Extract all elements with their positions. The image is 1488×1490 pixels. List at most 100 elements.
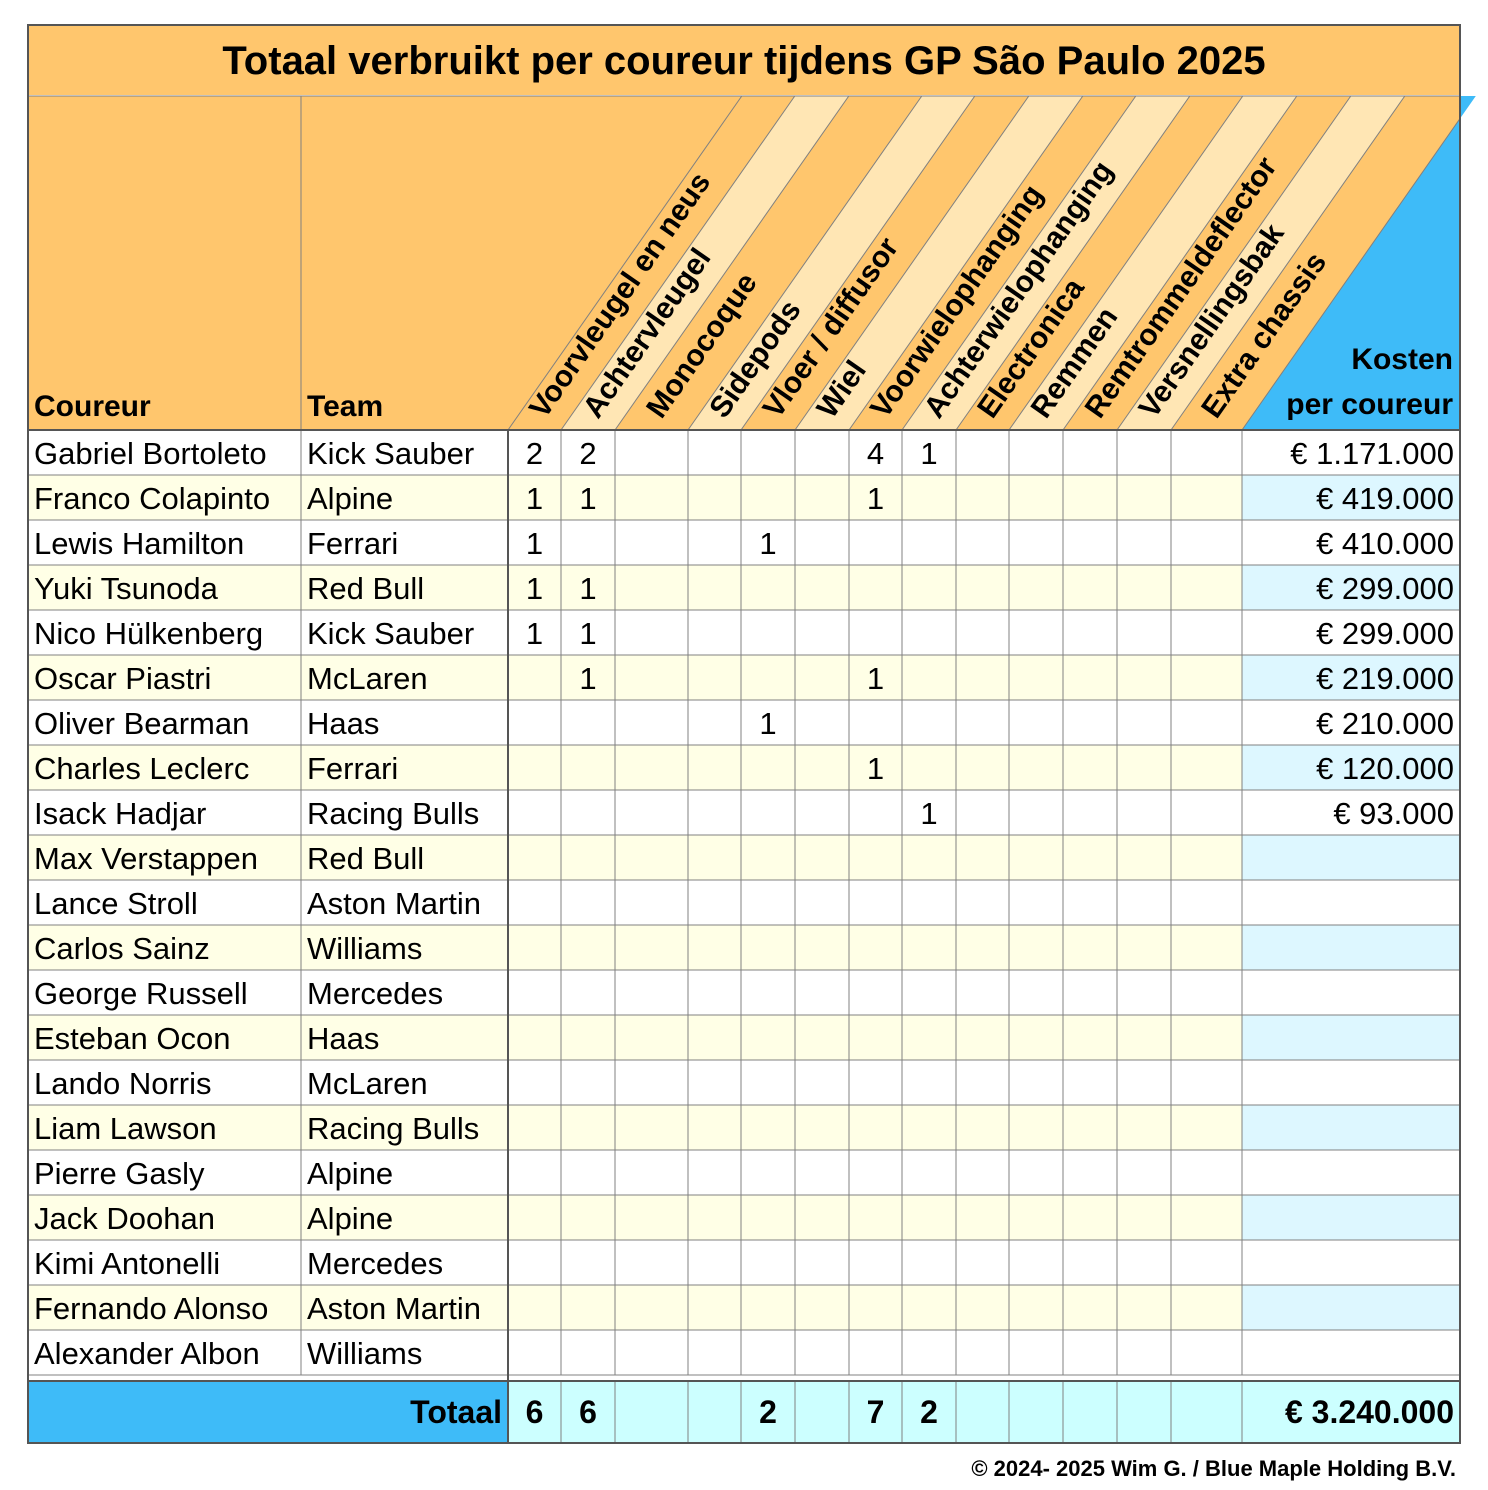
count-cell: 1 bbox=[867, 751, 884, 786]
driver-cell: Lance Stroll bbox=[34, 886, 198, 921]
team-cell: Haas bbox=[307, 1021, 379, 1056]
team-cell: Ferrari bbox=[307, 526, 398, 561]
driver-cell: Fernando Alonso bbox=[34, 1291, 268, 1326]
header-cost-line1: Kosten bbox=[1351, 343, 1453, 376]
count-cell: 2 bbox=[579, 436, 596, 471]
table-row: Lando Norris McLaren bbox=[28, 1060, 1460, 1105]
driver-cell: Gabriel Bortoleto bbox=[34, 436, 267, 471]
table-row: Nico Hülkenberg Kick Sauber 1 1 € 299.000 bbox=[28, 610, 1460, 655]
driver-cell: Pierre Gasly bbox=[34, 1156, 205, 1191]
team-cell: McLaren bbox=[307, 661, 428, 696]
table-row: Yuki Tsunoda Red Bull 1 1 € 299.000 bbox=[28, 565, 1460, 610]
driver-cell: Lewis Hamilton bbox=[34, 526, 244, 561]
header-cost-line2: per coureur bbox=[1286, 388, 1453, 421]
table-row: Franco Colapinto Alpine 1 1 1 € 419.000 bbox=[28, 475, 1460, 520]
driver-cell: Carlos Sainz bbox=[34, 931, 210, 966]
table-row: Fernando Alonso Aston Martin bbox=[28, 1285, 1460, 1330]
driver-cell: Oscar Piastri bbox=[34, 661, 211, 696]
total-count-cell: 2 bbox=[920, 1394, 938, 1430]
count-cell: 1 bbox=[920, 436, 937, 471]
table-row: Max Verstappen Red Bull bbox=[28, 835, 1460, 880]
driver-cell: Isack Hadjar bbox=[34, 796, 206, 831]
total-count-cell: 7 bbox=[867, 1394, 885, 1430]
driver-cell: Liam Lawson bbox=[34, 1111, 217, 1146]
team-cell: Alpine bbox=[307, 1156, 393, 1191]
team-cell: Aston Martin bbox=[307, 1291, 481, 1326]
driver-cell: Franco Colapinto bbox=[34, 481, 270, 516]
driver-cell: Nico Hülkenberg bbox=[34, 616, 263, 651]
count-cell: 1 bbox=[526, 526, 543, 561]
cost-cell: € 210.000 bbox=[1316, 706, 1454, 741]
driver-cell: Max Verstappen bbox=[34, 841, 258, 876]
driver-cell: Alexander Albon bbox=[34, 1336, 260, 1371]
title-bar bbox=[28, 25, 1460, 95]
count-cell: 4 bbox=[867, 436, 884, 471]
table-row: Isack Hadjar Racing Bulls 1 € 93.000 bbox=[28, 790, 1460, 835]
total-cost-cell: € 3.240.000 bbox=[1285, 1394, 1454, 1430]
team-cell: Kick Sauber bbox=[307, 616, 474, 651]
cost-cell: € 299.000 bbox=[1316, 571, 1454, 606]
count-cell: 1 bbox=[579, 571, 596, 606]
table-row: Pierre Gasly Alpine bbox=[28, 1150, 1460, 1195]
count-cell: 2 bbox=[526, 436, 543, 471]
team-cell: Racing Bulls bbox=[307, 1111, 479, 1146]
table-row: Lewis Hamilton Ferrari 1 1 € 410.000 bbox=[28, 520, 1460, 565]
header-coureur: Coureur bbox=[34, 390, 151, 423]
total-count-cell: 6 bbox=[526, 1394, 544, 1430]
table-row: Gabriel Bortoleto Kick Sauber 2 2 4 1 € 1.171.… bbox=[28, 430, 1460, 475]
table-title: Totaal verbruikt per coureur tijdens GP … bbox=[222, 39, 1265, 83]
count-cell: 1 bbox=[526, 616, 543, 651]
team-cell: Kick Sauber bbox=[307, 436, 474, 471]
cost-cell: € 410.000 bbox=[1316, 526, 1454, 561]
table-row: Oscar Piastri McLaren 1 1 € 219.000 bbox=[28, 655, 1460, 700]
team-cell: Ferrari bbox=[307, 751, 398, 786]
driver-cell: Oliver Bearman bbox=[34, 706, 249, 741]
copyright-notice: © 2024- 2025 Wim G. / Blue Maple Holding… bbox=[971, 1456, 1456, 1481]
team-cell: Aston Martin bbox=[307, 886, 481, 921]
driver-cell: Kimi Antonelli bbox=[34, 1246, 220, 1281]
table-row: Alexander Albon Williams bbox=[28, 1330, 1460, 1375]
count-cell: 1 bbox=[579, 661, 596, 696]
table-row: Carlos Sainz Williams bbox=[28, 925, 1460, 970]
team-cell: Mercedes bbox=[307, 1246, 443, 1281]
table-row: Esteban Ocon Haas bbox=[28, 1015, 1460, 1060]
driver-cell: Lando Norris bbox=[34, 1066, 211, 1101]
cost-cell: € 299.000 bbox=[1316, 616, 1454, 651]
table-row: George Russell Mercedes bbox=[28, 970, 1460, 1015]
count-cell: 1 bbox=[759, 706, 776, 741]
team-cell: Alpine bbox=[307, 481, 393, 516]
table-row: Liam Lawson Racing Bulls bbox=[28, 1105, 1460, 1150]
count-cell: 1 bbox=[526, 571, 543, 606]
team-cell: Racing Bulls bbox=[307, 796, 479, 831]
count-cell: 1 bbox=[867, 481, 884, 516]
team-cell: Haas bbox=[307, 706, 379, 741]
table-row: Jack Doohan Alpine bbox=[28, 1195, 1460, 1240]
driver-cell: Esteban Ocon bbox=[34, 1021, 230, 1056]
cost-cell: € 1.171.000 bbox=[1290, 436, 1454, 471]
team-cell: Alpine bbox=[307, 1201, 393, 1236]
team-cell: Mercedes bbox=[307, 976, 443, 1011]
cost-cell: € 419.000 bbox=[1316, 481, 1454, 516]
team-cell: Williams bbox=[307, 931, 422, 966]
driver-cell: Charles Leclerc bbox=[34, 751, 249, 786]
total-count-cell: 6 bbox=[579, 1394, 597, 1430]
cost-cell: € 120.000 bbox=[1316, 751, 1454, 786]
table-row: Kimi Antonelli Mercedes bbox=[28, 1240, 1460, 1285]
team-cell: Red Bull bbox=[307, 571, 424, 606]
table-row: Oliver Bearman Haas 1 € 210.000 bbox=[28, 700, 1460, 745]
table-row: Charles Leclerc Ferrari 1 € 120.000 bbox=[28, 745, 1460, 790]
cost-cell: € 93.000 bbox=[1333, 796, 1454, 831]
count-cell: 1 bbox=[526, 481, 543, 516]
total-label: Totaal bbox=[410, 1394, 502, 1430]
count-cell: 1 bbox=[759, 526, 776, 561]
team-cell: McLaren bbox=[307, 1066, 428, 1101]
count-cell: 1 bbox=[579, 481, 596, 516]
team-cell: Williams bbox=[307, 1336, 422, 1371]
cost-cell: € 219.000 bbox=[1316, 661, 1454, 696]
driver-cell: George Russell bbox=[34, 976, 248, 1011]
driver-cell: Jack Doohan bbox=[34, 1201, 215, 1236]
driver-cell: Yuki Tsunoda bbox=[34, 571, 219, 606]
count-cell: 1 bbox=[579, 616, 596, 651]
team-cell: Red Bull bbox=[307, 841, 424, 876]
